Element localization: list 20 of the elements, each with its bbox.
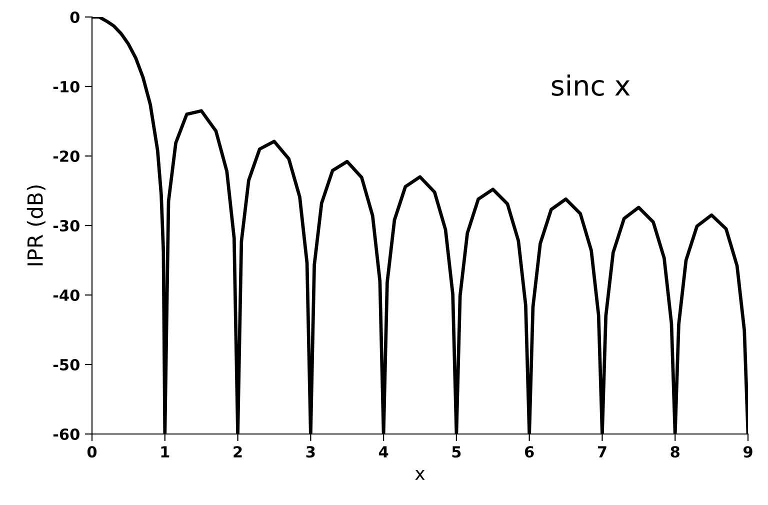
x-tick-label: 0 xyxy=(87,446,97,458)
x-tick-label: 5 xyxy=(452,446,461,458)
annotation: sinc x xyxy=(552,74,630,96)
y-tick-label: -20 xyxy=(53,150,80,162)
x-tick-label: 6 xyxy=(524,446,534,458)
y-tick-label: 0 xyxy=(70,11,80,24)
x-tick-label: 3 xyxy=(306,446,315,458)
y-tick-label: -50 xyxy=(53,358,80,371)
x-axis-title: x xyxy=(415,470,425,480)
x-tick-label: 2 xyxy=(234,446,242,458)
y-tick-label: -40 xyxy=(53,289,80,302)
y-tick-label: -30 xyxy=(53,220,80,232)
x-tick-label: 4 xyxy=(378,446,388,458)
y-tick-label: -10 xyxy=(53,80,80,93)
x-tick-label: 8 xyxy=(670,446,680,458)
x-tick-label: 9 xyxy=(743,446,752,458)
y-axis-title: IPR (dB) xyxy=(26,186,46,266)
x-tick-label: 7 xyxy=(598,446,606,458)
x-tick-label: 1 xyxy=(161,446,170,458)
y-tick-label: -60 xyxy=(53,428,80,440)
